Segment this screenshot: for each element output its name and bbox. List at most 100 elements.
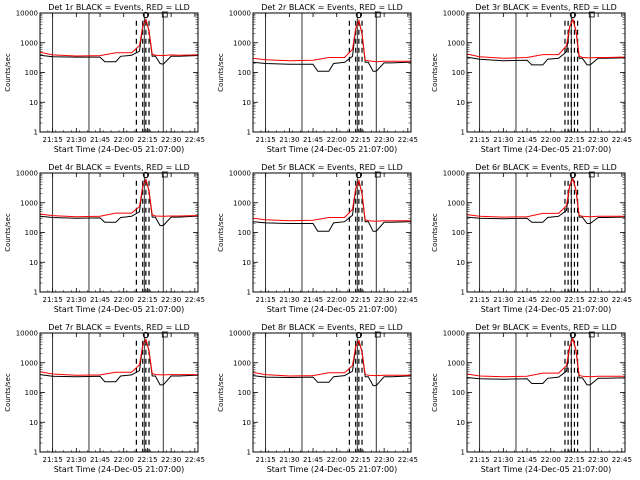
chart-7-ytick-label: 10000 [16,330,38,338]
chart-3-xtick-label: 21:15 [470,136,490,144]
chart-5-ytick-label: 100 [238,229,251,237]
chart-9-xtick-label: 21:15 [470,456,490,464]
chart-5-ytick-label: 10000 [229,170,251,178]
chart-2-ytick-label: 1 [247,129,251,137]
chart-6-marker-box [588,171,595,178]
chart-9-xtick-label: 21:45 [517,456,537,464]
chart-3-ytick-label: 10000 [443,10,465,18]
chart-5-xtick-label: 22:45 [398,296,418,304]
chart-5-events-line [252,179,411,232]
chart-7-marker-box [161,331,168,338]
chart-2-ytick-label: 10 [242,99,251,107]
chart-6-ytick-label: 1000 [447,199,465,207]
chart-6-ytick-label: 10 [456,259,465,267]
chart-9-marker-box [588,331,595,338]
chart-8-events-line [252,339,411,387]
chart-6-xtick-label: 22:15 [564,296,584,304]
chart-8-xtick-label: 22:15 [350,456,370,464]
chart-4-marker-box [161,171,168,178]
chart-9-xtick-label: 22:30 [588,456,608,464]
chart-2-lld-line [252,19,411,63]
chart-6-xtick-label: 21:30 [493,296,513,304]
chart-8-marker-box [374,331,381,338]
chart-2-ytick-label: 1000 [233,39,251,47]
chart-4-title: Det 4r BLACK = Events, RED = LLD [48,163,190,172]
chart-9-ytick-label: 10000 [443,330,465,338]
chart-9-ytick-label: 1000 [447,359,465,367]
chart-7-ytick-label: 1000 [20,359,38,367]
chart-8-ylabel: Counts/sec [217,373,225,412]
chart-7-xtick-label: 21:30 [66,456,86,464]
chart-4-ytick-label: 1 [34,289,38,297]
chart-5-lld-line [252,179,411,222]
chart-6-peak-marker [569,171,576,179]
chart-5-ytick-label: 1 [247,289,251,297]
chart-2-xtick-label: 22:30 [374,136,394,144]
chart-1-xtick-label: 22:15 [137,136,157,144]
chart-9-xlabel: Start Time (24-Dec-05 21:07:00) [481,465,612,474]
chart-2-xtick-label: 21:15 [256,136,276,144]
chart-5-ytick-label: 10 [242,259,251,267]
chart-9-xtick-label: 22:15 [564,456,584,464]
chart-5-peak-marker [355,171,362,179]
chart-8-lld-line [252,339,411,377]
chart-3-ytick-label: 10 [456,99,465,107]
chart-9-title: Det 9r BLACK = Events, RED = LLD [475,323,617,332]
chart-1-lld-line [39,18,198,57]
chart-3-ytick-label: 1 [461,129,465,137]
chart-3-xtick-label: 22:45 [612,136,632,144]
chart-5-xtick-label: 21:30 [279,296,299,304]
chart-3-ytick-label: 1000 [447,39,465,47]
chart-1-events-line [39,18,198,65]
chart-8-xlabel: Start Time (24-Dec-05 21:07:00) [267,465,398,474]
chart-1-ytick-label: 1 [34,129,38,137]
chart-4-xlabel: Start Time (24-Dec-05 21:07:00) [54,305,185,314]
chart-1: Det 1r BLACK = Events, RED = LLD Counts/s… [4,3,205,154]
chart-3-lld-line [466,18,625,59]
chart-4-ytick-label: 100 [25,229,38,237]
chart-9-ytick-label: 100 [452,389,465,397]
chart-5-xlabel: Start Time (24-Dec-05 21:07:00) [267,305,398,314]
chart-4-ytick-label: 10 [29,259,38,267]
chart-5-xtick-label: 22:00 [327,296,347,304]
chart-7-title: Det 7r BLACK = Events, RED = LLD [48,323,190,332]
chart-9-xtick-label: 22:00 [541,456,561,464]
chart-3-xtick-label: 22:00 [541,136,561,144]
chart-8-ytick-label: 10000 [229,330,251,338]
chart-3: Det 3r BLACK = Events, RED = LLD Counts/s… [431,3,632,154]
chart-5-xtick-label: 21:45 [303,296,323,304]
chart-1-frame [39,12,199,133]
chart-4-xtick-label: 22:30 [161,296,181,304]
chart-7-ytick-label: 1 [34,449,38,457]
chart-6-xtick-label: 22:45 [612,296,632,304]
chart-2-events-line [252,19,411,72]
chart-3-title: Det 3r BLACK = Events, RED = LLD [475,3,617,12]
chart-4-xtick-label: 22:00 [114,296,134,304]
chart-8-xtick-label: 21:15 [256,456,276,464]
chart-1-xtick-label: 21:30 [66,136,86,144]
chart-2-peak-marker [355,11,362,19]
chart-6-ytick-label: 1 [461,289,465,297]
chart-1-xtick-label: 22:30 [161,136,181,144]
chart-7-events-line [39,338,198,386]
chart-6-ytick-label: 100 [452,229,465,237]
chart-8-ytick-label: 10 [242,419,251,427]
chart-4-ylabel: Counts/sec [4,213,12,252]
chart-9-ytick-label: 1 [461,449,465,457]
chart-6-frame [466,172,626,293]
chart-4-xtick-label: 22:45 [185,296,205,304]
chart-3-ytick-label: 100 [452,69,465,77]
chart-6-title: Det 6r BLACK = Events, RED = LLD [475,163,617,172]
chart-2: Det 2r BLACK = Events, RED = LLD Counts/s… [217,3,418,154]
chart-7-xtick-label: 21:15 [43,456,63,464]
chart-6-ylabel: Counts/sec [431,213,439,252]
chart-1-ytick-label: 1000 [20,39,38,47]
chart-2-xtick-label: 22:00 [327,136,347,144]
chart-3-xtick-label: 21:30 [493,136,513,144]
chart-6-xtick-label: 22:30 [588,296,608,304]
chart-1-ytick-label: 10000 [16,10,38,18]
chart-1-xtick-label: 22:45 [185,136,205,144]
chart-7-xlabel: Start Time (24-Dec-05 21:07:00) [54,465,185,474]
chart-2-frame [252,12,412,133]
